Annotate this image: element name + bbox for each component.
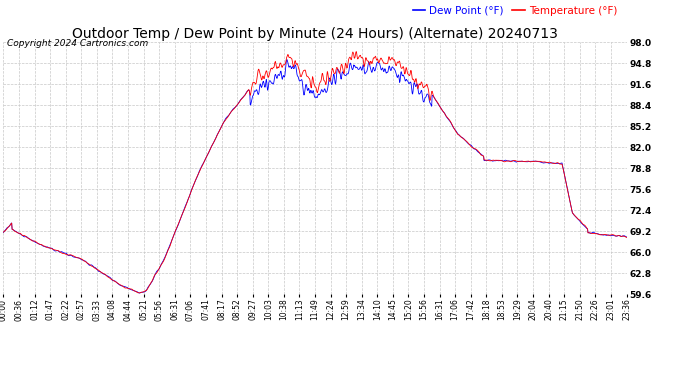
Legend: Dew Point (°F), Temperature (°F): Dew Point (°F), Temperature (°F): [408, 2, 621, 20]
Text: Copyright 2024 Cartronics.com: Copyright 2024 Cartronics.com: [7, 39, 148, 48]
Title: Outdoor Temp / Dew Point by Minute (24 Hours) (Alternate) 20240713: Outdoor Temp / Dew Point by Minute (24 H…: [72, 27, 558, 41]
